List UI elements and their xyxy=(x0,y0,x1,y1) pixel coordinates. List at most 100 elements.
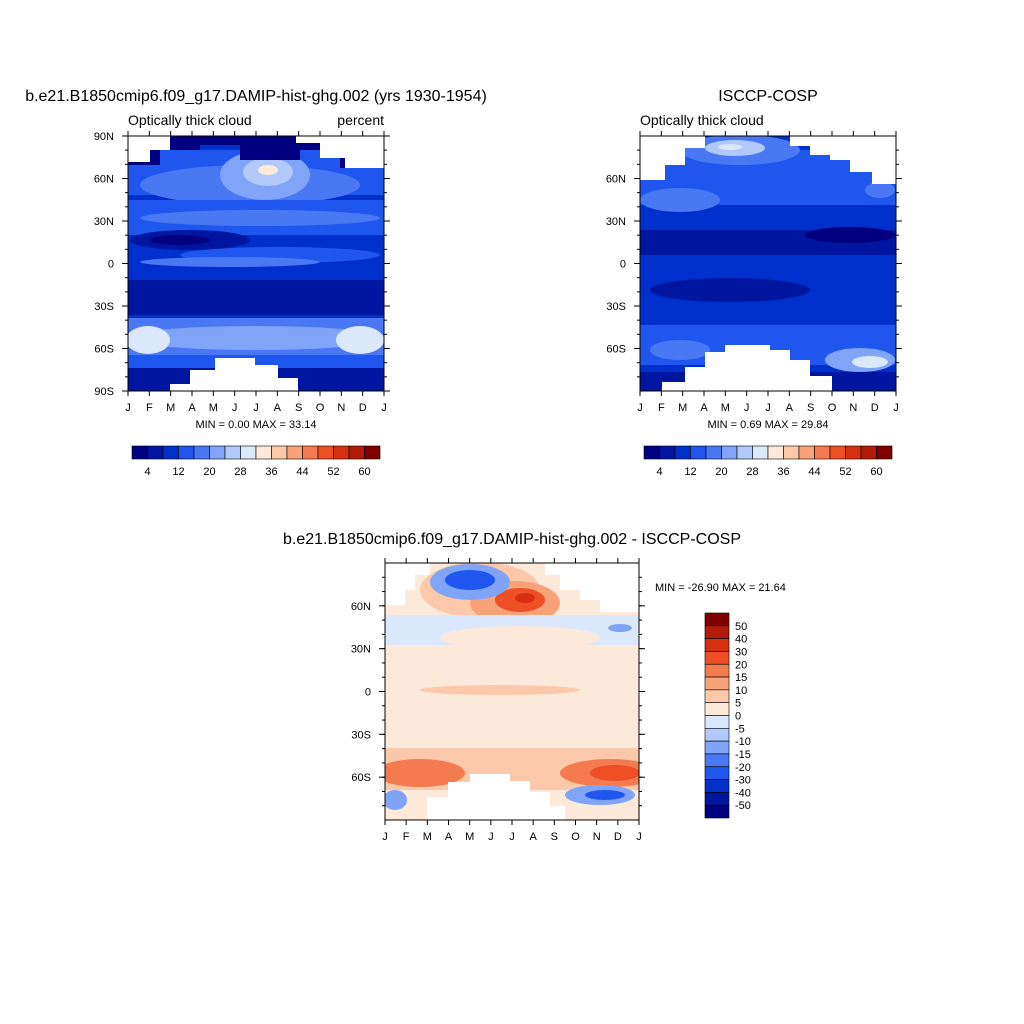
colorbar-swatch xyxy=(704,612,730,627)
y-tick-label: 60N xyxy=(351,601,371,613)
colorbar-swatch xyxy=(271,445,288,460)
colorbar-swatch xyxy=(704,766,730,780)
colorbar-swatch xyxy=(767,445,784,460)
panel-b-stats: MIN = 0.69 MAX = 29.84 xyxy=(707,419,828,431)
colorbar-label: 36 xyxy=(265,466,277,478)
colorbar-label: 4 xyxy=(656,466,662,478)
colorbar-swatch xyxy=(860,445,877,460)
x-tick-label: J xyxy=(253,402,259,414)
panel-diff: b.e21.B1850cmip6.f09_g17.DAMIP-hist-ghg.… xyxy=(283,531,786,843)
panel-c-field xyxy=(385,563,639,820)
x-tick-label: J xyxy=(637,402,643,414)
colorbar-label: 50 xyxy=(735,621,747,633)
colorbar-swatch xyxy=(131,445,148,460)
panel-b-left-subtitle: Optically thick cloud xyxy=(640,112,764,128)
y-tick-label: 60S xyxy=(351,772,371,784)
x-tick-label: O xyxy=(316,402,325,414)
y-tick-label: 30S xyxy=(606,301,626,313)
colorbar-swatch xyxy=(224,445,241,460)
colorbar-swatch xyxy=(255,445,272,460)
y-tick-label: 30N xyxy=(351,644,371,656)
colorbar-label: 10 xyxy=(735,685,747,697)
colorbar-swatch xyxy=(147,445,164,460)
colorbar-swatch xyxy=(736,445,753,460)
panel-a-title: b.e21.B1850cmip6.f09_g17.DAMIP-hist-ghg.… xyxy=(25,88,487,105)
colorbar-label: 36 xyxy=(777,466,789,478)
x-tick-label: A xyxy=(445,831,453,843)
y-tick-label: 0 xyxy=(620,259,626,271)
colorbar-label: 44 xyxy=(808,466,820,478)
colorbar-swatch xyxy=(704,689,730,703)
y-tick-label: 60N xyxy=(606,174,626,186)
panel-a-stats: MIN = 0.00 MAX = 33.14 xyxy=(195,419,316,431)
colorbar-swatch xyxy=(705,445,722,460)
x-tick-label: M xyxy=(721,402,730,414)
y-tick-label: 30N xyxy=(606,216,626,228)
x-tick-label: M xyxy=(465,831,474,843)
y-tick-label: 90S xyxy=(94,386,114,398)
colorbar-swatch xyxy=(674,445,691,460)
x-tick-label: F xyxy=(146,402,153,414)
colorbar-label: 20 xyxy=(715,466,727,478)
x-tick-label: A xyxy=(786,402,794,414)
colorbar-swatch xyxy=(704,651,730,665)
colorbar-label: 4 xyxy=(144,466,150,478)
colorbar-swatch xyxy=(348,445,365,460)
colorbar-swatch xyxy=(845,445,862,460)
x-tick-label: J xyxy=(232,402,238,414)
y-tick-label: 0 xyxy=(108,259,114,271)
colorbar-swatch xyxy=(690,445,707,460)
x-tick-label: M xyxy=(166,402,175,414)
colorbar-label: 0 xyxy=(735,711,741,723)
colorbar-label: 28 xyxy=(234,466,246,478)
panel-b-title: ISCCP-COSP xyxy=(718,88,818,105)
colorbar-swatch xyxy=(286,445,303,460)
x-tick-label: J xyxy=(488,831,494,843)
colorbar-label: 5 xyxy=(735,698,741,710)
x-tick-label: A xyxy=(274,402,282,414)
x-tick-label: J xyxy=(509,831,515,843)
panel-c-title: b.e21.B1850cmip6.f09_g17.DAMIP-hist-ghg.… xyxy=(283,531,741,548)
colorbar-label: 20 xyxy=(735,659,747,671)
y-tick-label: 30S xyxy=(94,301,114,313)
x-tick-label: J xyxy=(125,402,131,414)
panel-a-left-subtitle: Optically thick cloud xyxy=(128,112,252,128)
colorbar-swatch xyxy=(704,792,730,806)
colorbar-swatch xyxy=(704,676,730,691)
panel-a-field xyxy=(128,136,384,391)
colorbar-label: 20 xyxy=(203,466,215,478)
colorbar-swatch xyxy=(704,779,730,793)
colorbar-label: 44 xyxy=(296,466,308,478)
x-tick-label: S xyxy=(551,831,558,843)
colorbar-label: -50 xyxy=(735,800,751,812)
x-tick-label: D xyxy=(871,402,879,414)
colorbar-label: -10 xyxy=(735,736,751,748)
panel-obs: ISCCP-COSP Optically thick cloud J F M A M J J… xyxy=(606,88,902,478)
colorbar-label: 60 xyxy=(358,466,370,478)
x-tick-label: F xyxy=(658,402,665,414)
colorbar-swatch xyxy=(317,445,334,460)
colorbar-swatch xyxy=(704,740,730,755)
colorbar-swatch xyxy=(193,445,210,460)
colorbar-label: 12 xyxy=(684,466,696,478)
x-tick-label: A xyxy=(529,831,537,843)
y-tick-label: 60S xyxy=(94,344,114,356)
x-tick-label: J xyxy=(893,402,899,414)
x-tick-label: D xyxy=(359,402,367,414)
x-tick-label: J xyxy=(381,402,387,414)
colorbar-label: -20 xyxy=(735,762,751,774)
y-tick-label: 30S xyxy=(351,729,371,741)
x-tick-label: J xyxy=(636,831,642,843)
colorbar-swatch xyxy=(333,445,350,460)
x-tick-label: M xyxy=(423,831,432,843)
colorbar-swatch xyxy=(704,702,730,716)
x-tick-label: N xyxy=(849,402,857,414)
y-tick-label: 30N xyxy=(94,216,114,228)
colorbar-label: 52 xyxy=(327,466,339,478)
colorbar-swatch xyxy=(876,445,893,460)
x-tick-label: N xyxy=(337,402,345,414)
x-tick-label: S xyxy=(807,402,814,414)
colorbar-label: -30 xyxy=(735,775,751,787)
colorbar-swatch xyxy=(829,445,846,460)
colorbar-label: 28 xyxy=(746,466,758,478)
